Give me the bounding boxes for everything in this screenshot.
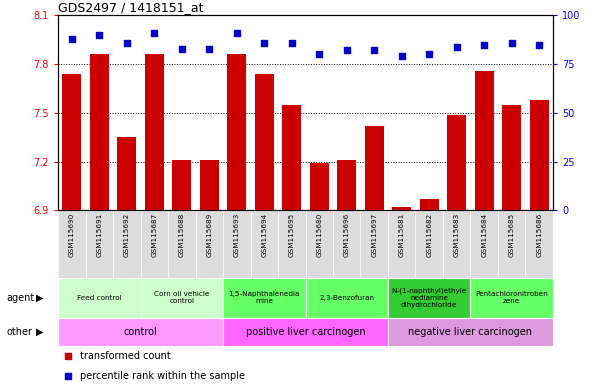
Bar	[470, 210, 498, 278]
Text: negative liver carcinogen: negative liver carcinogen	[409, 327, 532, 337]
Bar	[388, 318, 553, 346]
Text: GSM115689: GSM115689	[207, 212, 212, 257]
Text: control: control	[123, 327, 158, 337]
Point	[204, 45, 214, 51]
Point	[122, 40, 132, 46]
Text: GSM115693: GSM115693	[234, 212, 240, 257]
Text: Feed control: Feed control	[77, 295, 122, 301]
Point	[424, 51, 434, 58]
Text: GSM115688: GSM115688	[179, 212, 185, 257]
Text: GSM115691: GSM115691	[97, 212, 102, 257]
Text: GSM115683: GSM115683	[454, 212, 459, 257]
Text: GSM115682: GSM115682	[426, 212, 432, 257]
Bar	[168, 210, 196, 278]
Text: GSM115697: GSM115697	[371, 212, 377, 257]
Bar	[475, 71, 494, 210]
Bar	[223, 318, 388, 346]
Point	[232, 30, 242, 36]
Bar	[58, 318, 223, 346]
Text: GSM115692: GSM115692	[124, 212, 130, 257]
Bar	[58, 278, 141, 318]
Bar	[388, 278, 470, 318]
Bar	[337, 160, 356, 210]
Bar	[392, 207, 411, 210]
Text: GSM115696: GSM115696	[344, 212, 349, 257]
Point	[149, 30, 159, 36]
Bar	[306, 210, 333, 278]
Text: GSM115690: GSM115690	[69, 212, 75, 257]
Bar	[420, 199, 439, 210]
Bar	[360, 210, 388, 278]
Bar	[223, 278, 306, 318]
Point	[177, 45, 187, 51]
Bar	[172, 160, 191, 210]
Bar	[498, 210, 525, 278]
Bar	[200, 160, 219, 210]
Text: GSM115681: GSM115681	[399, 212, 404, 257]
Point	[369, 47, 379, 53]
Text: N-(1-naphthyl)ethyle
nediamine
dihydrochloride: N-(1-naphthyl)ethyle nediamine dihydroch…	[392, 288, 467, 308]
Point	[259, 40, 269, 46]
Bar	[58, 210, 86, 278]
Text: ▶: ▶	[36, 327, 43, 337]
Point	[95, 32, 104, 38]
Text: 1,5-Naphthalenedia
mine: 1,5-Naphthalenedia mine	[229, 291, 300, 304]
Bar	[447, 114, 466, 210]
Bar	[443, 210, 470, 278]
Bar	[310, 163, 329, 210]
Bar	[470, 278, 553, 318]
Bar	[223, 210, 251, 278]
Text: GDS2497 / 1418151_at: GDS2497 / 1418151_at	[58, 1, 203, 14]
Bar	[282, 105, 301, 210]
Text: other: other	[6, 327, 32, 337]
Bar	[145, 55, 164, 210]
Text: GSM115686: GSM115686	[536, 212, 542, 257]
Point	[480, 41, 489, 48]
Bar	[388, 210, 415, 278]
Text: ▶: ▶	[36, 293, 43, 303]
Bar	[251, 210, 278, 278]
Bar	[196, 210, 223, 278]
Point	[390, 285, 400, 291]
Bar	[90, 55, 109, 210]
Point	[397, 53, 407, 60]
Bar	[255, 74, 274, 210]
Bar	[365, 126, 384, 210]
Point	[534, 41, 544, 48]
Text: GSM115684: GSM115684	[481, 212, 487, 257]
Text: GSM115694: GSM115694	[262, 212, 267, 257]
Text: GSM115687: GSM115687	[152, 212, 157, 257]
Text: GSM115695: GSM115695	[289, 212, 295, 257]
Point	[452, 43, 462, 50]
Point	[67, 36, 77, 42]
Point	[315, 51, 324, 58]
Text: Pentachloronitroben
zene: Pentachloronitroben zene	[475, 291, 548, 304]
Point	[507, 40, 517, 46]
Bar	[117, 137, 136, 210]
Text: positive liver carcinogen: positive liver carcinogen	[246, 327, 365, 337]
Point	[287, 40, 297, 46]
Bar	[113, 210, 141, 278]
Text: agent: agent	[6, 293, 34, 303]
Bar	[333, 210, 360, 278]
Text: GSM115685: GSM115685	[509, 212, 514, 257]
Point	[342, 47, 352, 53]
Bar	[306, 278, 388, 318]
Text: Corn oil vehicle
control: Corn oil vehicle control	[154, 291, 210, 304]
Bar	[62, 74, 81, 210]
Point	[390, 110, 400, 116]
Bar	[415, 210, 443, 278]
Text: transformed count: transformed count	[80, 351, 171, 361]
Bar	[278, 210, 306, 278]
Text: percentile rank within the sample: percentile rank within the sample	[80, 371, 245, 381]
Bar	[141, 278, 223, 318]
Bar	[530, 100, 549, 210]
Text: GSM115680: GSM115680	[316, 212, 322, 257]
Text: 2,3-Benzofuran: 2,3-Benzofuran	[319, 295, 375, 301]
Bar	[141, 210, 168, 278]
Bar	[227, 55, 246, 210]
Bar	[525, 210, 553, 278]
Bar	[502, 105, 521, 210]
Bar	[86, 210, 113, 278]
